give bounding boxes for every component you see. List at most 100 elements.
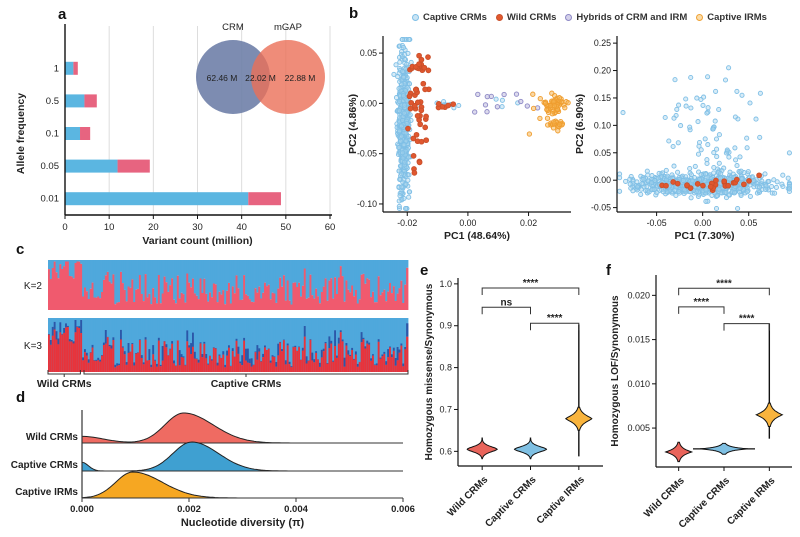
panel-a-venn-diagram: CRM mGAP 62.46 M 22.02 M 22.88 M bbox=[196, 22, 325, 114]
svg-b1-ytick-label: 0.05 bbox=[360, 48, 377, 58]
legend-item-1: Wild CRMs bbox=[495, 12, 557, 23]
svg-b2-xtick-label: 0.05 bbox=[740, 218, 757, 228]
panel-a-xtick-label: 30 bbox=[192, 222, 203, 233]
violin-Wild CRMs bbox=[664, 441, 694, 463]
significance-bracket bbox=[723, 323, 770, 331]
panel-a-barchart-venn: 1 0.5 0.1 0.05 0.01 0 10 20 30 40 50 60 Variant coun… bbox=[15, 22, 336, 247]
panel-b-pca-left: -0.02 0.00 0.02 0.05 0.00 -0.05 -0.10 PC1 (48.6… bbox=[347, 36, 571, 242]
panel-a-xtick-label: 10 bbox=[104, 222, 115, 233]
legend-item-0: Captive CRMs bbox=[412, 12, 487, 23]
svg-e-xtick-label: Wild CRMs bbox=[446, 474, 491, 519]
legend-item-label: Hybrids of CRM and IRM bbox=[576, 12, 688, 23]
svg-e-ytick-label: 0.8 bbox=[439, 363, 452, 373]
significance-bracket bbox=[530, 322, 580, 331]
svg-b1-xtick-label: 0.02 bbox=[520, 218, 537, 228]
svg-b2-ytick-label: 0.05 bbox=[594, 148, 611, 158]
legend-item-label: Captive IRMs bbox=[707, 12, 767, 23]
violin-Captive IRMs bbox=[755, 402, 784, 427]
panel-a-bars bbox=[65, 61, 281, 206]
panel-c-group-brackets bbox=[47, 370, 409, 377]
significance-label: **** bbox=[523, 278, 539, 289]
svg-f-xtick-label: Wild CRMs bbox=[642, 475, 687, 520]
ridge-Wild CRMs bbox=[81, 412, 403, 444]
panel-a-ytick-label: 0.5 bbox=[46, 96, 59, 107]
significance-label: **** bbox=[694, 297, 710, 308]
svg-b2-ylabel: PC2 (6.90%) bbox=[574, 94, 586, 154]
svg-b2-ytick-label: 0.00 bbox=[594, 175, 611, 185]
legend-item-2: Hybrids of CRM and IRM bbox=[565, 12, 687, 23]
significance-bracket bbox=[678, 306, 725, 314]
violin-Captive IRMs bbox=[564, 406, 593, 431]
venn-set2-label: mGAP bbox=[274, 22, 302, 33]
admixture-group-label: Wild CRMs bbox=[37, 378, 92, 390]
svg-b1-points bbox=[391, 36, 571, 212]
legend-dot-icon bbox=[565, 14, 573, 21]
legend-dot-icon bbox=[412, 14, 419, 21]
svg-b1-ytick-label: 0.00 bbox=[360, 98, 377, 108]
venn-overlap-value: 22.02 M bbox=[245, 73, 276, 83]
svg-f-ytick-label: 0.015 bbox=[627, 335, 650, 345]
admixture-row-label: K=3 bbox=[24, 341, 43, 352]
panel-a-xtick-label: 0 bbox=[62, 222, 67, 233]
legend-item-label: Captive CRMs bbox=[423, 12, 487, 23]
panel-a-xtick-label: 60 bbox=[325, 222, 336, 233]
significance-bracket bbox=[481, 306, 531, 315]
panel-e-label: e bbox=[420, 262, 429, 279]
legend-item-label: Wild CRMs bbox=[506, 12, 557, 23]
panel-f-violin: 0.005 0.010 0.015 0.020 Homozygous LOF/Synon… bbox=[610, 275, 792, 531]
significance-label: **** bbox=[716, 278, 732, 289]
panel-d-xtick-label: 0.004 bbox=[284, 504, 308, 515]
admixture-row-K=2 bbox=[48, 260, 409, 310]
svg-b1-xlabel: PC1 (48.64%) bbox=[444, 230, 510, 242]
legend-item-3: Captive IRMs bbox=[696, 12, 767, 23]
panel-a-ytick-label: 1 bbox=[54, 63, 59, 74]
svg-b1-ytick-label: -0.10 bbox=[357, 199, 377, 209]
panel-a-xtick-label: 50 bbox=[281, 222, 292, 233]
panel-c-label: c bbox=[16, 241, 25, 258]
violin-Captive CRMs bbox=[513, 439, 548, 460]
svg-e-ytick-label: 0.6 bbox=[439, 446, 452, 456]
panel-d-ridgeline: Wild CRMs Captive CRMs Captive IRMs 0.000 0.… bbox=[11, 410, 415, 529]
svg-e-xtick-label: Captive CRMs bbox=[483, 474, 539, 530]
significance-bracket bbox=[481, 287, 580, 296]
violin-Captive CRMs bbox=[699, 442, 749, 455]
svg-f-ytick-label: 0.010 bbox=[627, 379, 650, 389]
svg-e-ytick-label: 0.9 bbox=[439, 321, 452, 331]
admixture-group-label: Captive CRMs bbox=[211, 378, 282, 390]
panel-d-xtick-label: 0.000 bbox=[70, 504, 94, 515]
svg-b2-ytick-label: 0.15 bbox=[594, 93, 611, 103]
ridge-row-label: Captive IRMs bbox=[15, 487, 78, 498]
svg-b1-xtick-label: 0.00 bbox=[459, 218, 476, 228]
panel-d-xtick-label: 0.002 bbox=[177, 504, 201, 515]
pca-legend: Captive CRMs Wild CRMs Hybrids of CRM and … bbox=[412, 12, 767, 23]
svg-b2-xtick-label: -0.05 bbox=[647, 218, 667, 228]
significance-label: ns bbox=[500, 297, 512, 308]
svg-b1-ylabel: PC2 (4.86%) bbox=[347, 94, 359, 154]
svg-e-ytick-label: 1.0 bbox=[439, 279, 452, 289]
panel-d-xtick-label: 0.006 bbox=[391, 504, 415, 515]
panel-a-xtick-label: 40 bbox=[236, 222, 247, 233]
panel-a-gridlines bbox=[108, 26, 331, 215]
panel-d-label: d bbox=[16, 389, 26, 406]
svg-f-ytick-label: 0.020 bbox=[627, 290, 650, 300]
legend-dot-icon bbox=[495, 14, 503, 21]
panel-a-ytick-label: 0.01 bbox=[41, 194, 60, 205]
panel-c-admixture: K=2 K=3 Wild CRMs Captive CRMs bbox=[24, 260, 409, 390]
ridge-row-label: Wild CRMs bbox=[26, 432, 79, 443]
svg-b2-points bbox=[617, 65, 792, 212]
svg-b2-xtick-label: 0.00 bbox=[694, 218, 711, 228]
venn-set2-value: 22.88 M bbox=[285, 73, 316, 83]
panel-a-label: a bbox=[58, 6, 67, 23]
svg-e-xtick-label: Captive IRMs bbox=[535, 474, 587, 526]
svg-b2-ytick-label: 0.10 bbox=[594, 120, 611, 130]
panel-b-label: b bbox=[349, 5, 359, 22]
venn-set1-value: 62.46 M bbox=[207, 73, 238, 83]
panel-f-label: f bbox=[606, 262, 611, 279]
legend-dot-icon bbox=[696, 14, 704, 21]
ridge-row-label: Captive CRMs bbox=[11, 460, 79, 471]
svg-b2-ytick-label: 0.25 bbox=[594, 38, 611, 48]
svg-b1-ytick-label: -0.05 bbox=[357, 149, 377, 159]
admixture-row-K=3 bbox=[48, 318, 409, 372]
panel-a-xtick-label: 20 bbox=[148, 222, 159, 233]
